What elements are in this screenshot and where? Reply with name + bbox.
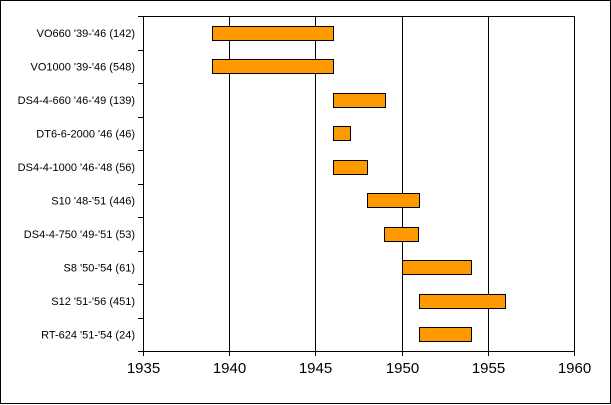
bar-3 (333, 126, 351, 141)
bar-6 (384, 227, 419, 242)
category-label: RT-624 '51-'54 (24) (41, 329, 135, 341)
bar-4 (333, 160, 368, 175)
x-tick-label: 1935 (127, 360, 160, 377)
bar-7 (402, 260, 472, 275)
x-tick-label: 1955 (472, 360, 505, 377)
category-label: S12 '51-'56 (451) (51, 296, 135, 308)
category-label: DS4-4-750 '49-'51 (53) (24, 229, 135, 241)
category-label: DS4-4-660 '46-'49 (139) (18, 95, 135, 107)
bar-5 (367, 193, 420, 208)
category-label: VO1000 '39-'46 (548) (31, 61, 136, 73)
plot-area (143, 16, 574, 351)
x-tick-label: 1940 (213, 360, 246, 377)
category-label: S10 '48-'51 (446) (51, 195, 135, 207)
category-label: S8 '50-'54 (61) (64, 262, 135, 274)
bar-2 (333, 93, 386, 108)
x-tick-label: 1945 (299, 360, 332, 377)
category-label: DS4-4-1000 '46-'48 (56) (18, 162, 135, 174)
bar-0 (212, 26, 334, 41)
x-tick-label: 1950 (386, 360, 419, 377)
category-label: VO660 '39-'46 (142) (37, 28, 135, 40)
category-label: DT6-6-2000 '46 (46) (36, 128, 135, 140)
bar-1 (212, 59, 334, 74)
bar-8 (419, 294, 506, 309)
bar-9 (419, 327, 472, 342)
x-tick-label: 1960 (558, 360, 591, 377)
